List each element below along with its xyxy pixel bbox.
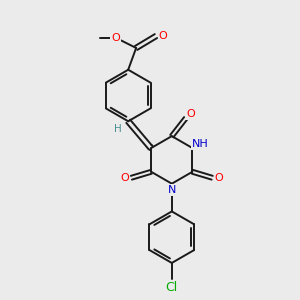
Text: N: N [168,184,176,195]
Text: H: H [114,124,122,134]
Text: O: O [111,33,120,43]
Text: Cl: Cl [166,281,178,294]
Text: NH: NH [192,139,209,149]
Text: O: O [158,31,167,41]
Text: O: O [120,173,129,183]
Text: O: O [186,109,195,119]
Text: O: O [215,173,224,183]
